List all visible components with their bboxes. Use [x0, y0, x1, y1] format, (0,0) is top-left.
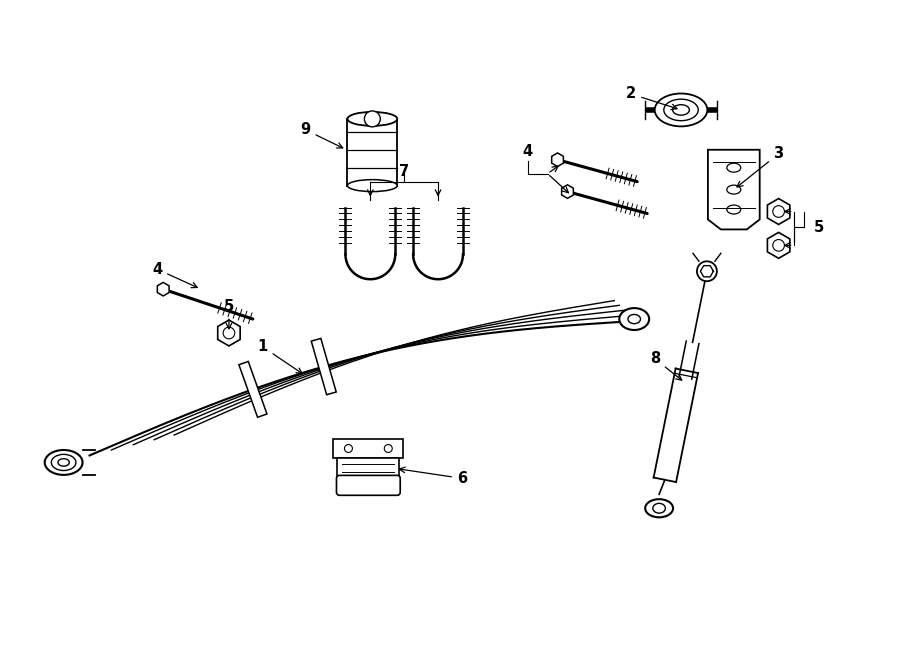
Circle shape [345, 444, 353, 453]
Circle shape [773, 206, 785, 217]
FancyBboxPatch shape [334, 438, 403, 459]
Polygon shape [238, 362, 267, 417]
Circle shape [773, 239, 785, 251]
Polygon shape [708, 150, 760, 229]
Ellipse shape [51, 454, 76, 471]
Ellipse shape [664, 99, 698, 121]
Circle shape [697, 261, 717, 281]
Text: 2: 2 [626, 87, 677, 110]
Ellipse shape [645, 499, 673, 518]
Ellipse shape [672, 104, 689, 115]
Ellipse shape [654, 93, 707, 126]
Text: 5: 5 [224, 299, 234, 329]
Ellipse shape [652, 504, 665, 513]
Circle shape [364, 111, 381, 127]
Text: 3: 3 [737, 146, 784, 187]
Polygon shape [562, 185, 573, 198]
Ellipse shape [628, 315, 641, 324]
Text: 4: 4 [523, 144, 533, 159]
Ellipse shape [619, 308, 649, 330]
Ellipse shape [727, 205, 741, 214]
Polygon shape [158, 282, 169, 296]
Text: 7: 7 [399, 164, 410, 179]
FancyBboxPatch shape [337, 475, 400, 495]
Ellipse shape [727, 163, 741, 172]
Polygon shape [311, 338, 337, 395]
FancyBboxPatch shape [338, 459, 400, 479]
Ellipse shape [727, 185, 741, 194]
Polygon shape [552, 153, 563, 167]
Text: 5: 5 [814, 220, 824, 235]
Circle shape [384, 444, 392, 453]
Ellipse shape [347, 112, 397, 126]
Text: 4: 4 [152, 262, 197, 288]
Polygon shape [768, 198, 790, 225]
Ellipse shape [347, 180, 397, 192]
Text: 9: 9 [301, 122, 343, 148]
Text: 1: 1 [257, 340, 302, 373]
Ellipse shape [58, 459, 69, 466]
Text: 8: 8 [650, 352, 681, 380]
Text: 6: 6 [400, 467, 467, 486]
Polygon shape [218, 320, 240, 346]
Polygon shape [768, 233, 790, 258]
Ellipse shape [45, 450, 83, 475]
Circle shape [223, 327, 235, 339]
